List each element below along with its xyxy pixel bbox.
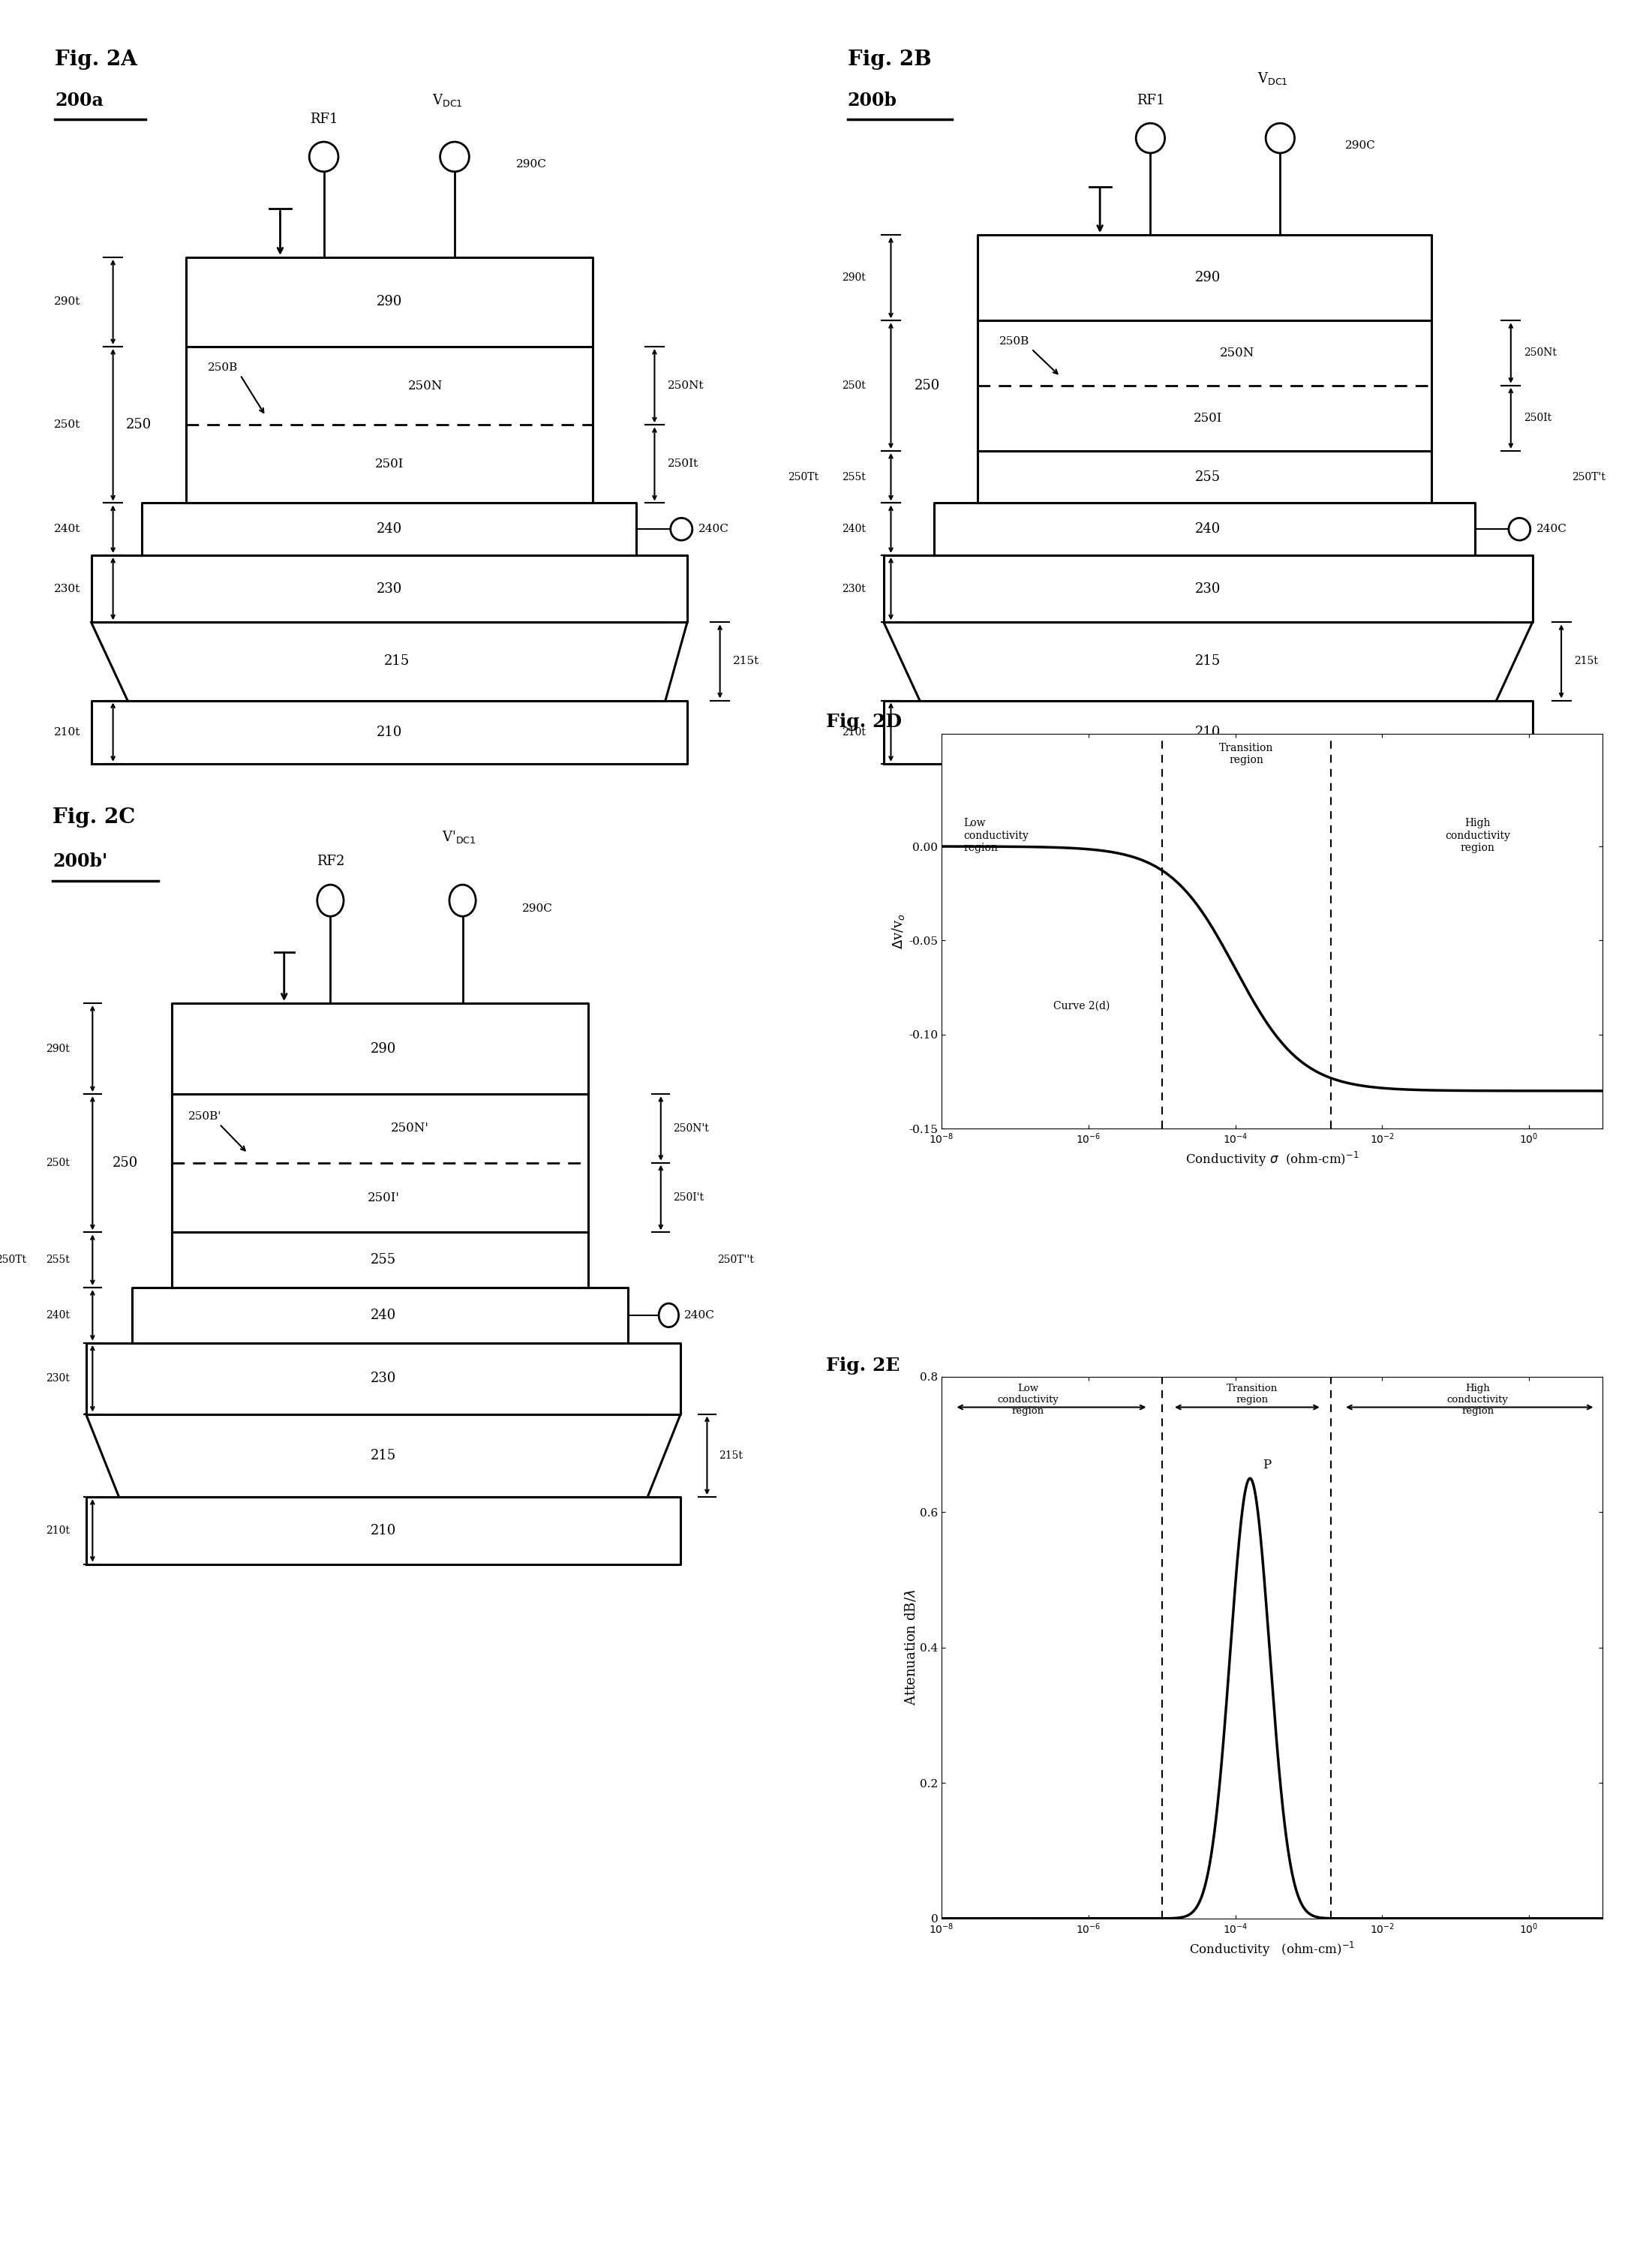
- Text: RF1: RF1: [1137, 95, 1165, 108]
- Text: 230t: 230t: [46, 1372, 69, 1384]
- Text: 240t: 240t: [46, 1309, 69, 1320]
- X-axis label: Conductivity $\sigma$  (ohm-cm)$^{-1}$: Conductivity $\sigma$ (ohm-cm)$^{-1}$: [1184, 1151, 1360, 1169]
- Text: Fig. 2D: Fig. 2D: [826, 713, 902, 731]
- Text: 230t: 230t: [843, 585, 866, 594]
- Text: 215: 215: [370, 1449, 396, 1463]
- Text: 255t: 255t: [843, 472, 866, 483]
- Text: 250It: 250It: [1523, 413, 1551, 424]
- Text: 290: 290: [377, 296, 401, 309]
- Text: Fig. 2B: Fig. 2B: [847, 50, 932, 70]
- Y-axis label: Attenuation dB/$\lambda$: Attenuation dB/$\lambda$: [904, 1589, 919, 1706]
- Text: 250t: 250t: [55, 420, 81, 431]
- Text: 210: 210: [1194, 724, 1221, 738]
- Text: 210: 210: [377, 724, 401, 738]
- Text: 250B: 250B: [208, 363, 238, 372]
- Text: 215t: 215t: [733, 657, 760, 666]
- Text: 250B: 250B: [999, 336, 1029, 348]
- Text: 215: 215: [383, 655, 410, 668]
- Text: 215: 215: [1194, 655, 1221, 668]
- Text: 250B': 250B': [188, 1110, 221, 1122]
- Text: 250T't: 250T't: [1573, 472, 1606, 483]
- Text: 250T''t: 250T''t: [717, 1255, 753, 1266]
- Text: Fig. 2E: Fig. 2E: [826, 1356, 900, 1375]
- Text: 250I: 250I: [375, 458, 403, 469]
- Text: Fig. 2C: Fig. 2C: [53, 808, 135, 828]
- Text: Transition
region: Transition region: [1227, 1384, 1279, 1404]
- Text: 250I't: 250I't: [672, 1192, 704, 1203]
- Text: 255: 255: [1196, 469, 1221, 483]
- Text: RF2: RF2: [317, 855, 344, 867]
- Text: 290: 290: [370, 1043, 396, 1056]
- Text: 250: 250: [112, 1156, 139, 1169]
- Text: 215t: 215t: [1574, 657, 1597, 666]
- Text: 250t: 250t: [843, 381, 866, 390]
- Text: 240: 240: [370, 1309, 396, 1323]
- X-axis label: Conductivity   (ohm-cm)$^{-1}$: Conductivity (ohm-cm)$^{-1}$: [1189, 1941, 1355, 1959]
- Text: 250Nt: 250Nt: [1523, 348, 1556, 359]
- Text: 290C: 290C: [1345, 140, 1376, 151]
- Text: 210t: 210t: [55, 727, 81, 738]
- Text: 200a: 200a: [55, 93, 104, 111]
- Text: 200b: 200b: [847, 93, 897, 111]
- Text: 210t: 210t: [46, 1526, 69, 1535]
- Text: Fig. 2A: Fig. 2A: [55, 50, 137, 70]
- Text: 250Tt: 250Tt: [0, 1255, 26, 1266]
- Text: 290C: 290C: [517, 158, 547, 169]
- Text: 290t: 290t: [46, 1043, 69, 1054]
- Text: 250N': 250N': [390, 1122, 430, 1135]
- Text: 240: 240: [1194, 521, 1221, 535]
- Text: 240C: 240C: [1536, 524, 1566, 535]
- Text: P: P: [1262, 1458, 1272, 1472]
- Text: 230t: 230t: [55, 585, 81, 594]
- Text: Low
conductivity
region: Low conductivity region: [963, 819, 1029, 853]
- Text: 255t: 255t: [46, 1255, 69, 1266]
- Text: 250It: 250It: [667, 458, 699, 469]
- Text: 250I: 250I: [1194, 411, 1222, 424]
- Text: Transition
region: Transition region: [1219, 743, 1274, 765]
- Y-axis label: $\Delta$v/v$_o$: $\Delta$v/v$_o$: [890, 914, 907, 948]
- Text: 230: 230: [370, 1372, 396, 1386]
- Text: 240t: 240t: [55, 524, 81, 535]
- Text: 240t: 240t: [843, 524, 866, 535]
- Text: 250N: 250N: [408, 379, 443, 393]
- Text: 250I': 250I': [367, 1192, 400, 1203]
- Text: 250Nt: 250Nt: [667, 381, 704, 390]
- Text: RF1: RF1: [309, 113, 339, 126]
- Text: 230: 230: [377, 582, 401, 596]
- Text: 290t: 290t: [843, 273, 866, 282]
- Text: 240C: 240C: [699, 524, 729, 535]
- Text: V$_{\rm DC1}$: V$_{\rm DC1}$: [433, 93, 463, 108]
- Text: 250: 250: [126, 418, 152, 431]
- Text: Curve 2(d): Curve 2(d): [1052, 1002, 1110, 1011]
- Text: V$_{\rm DC1}$: V$_{\rm DC1}$: [1257, 70, 1289, 86]
- Text: Low
conductivity
region: Low conductivity region: [998, 1384, 1059, 1415]
- Text: High
conductivity
region: High conductivity region: [1447, 1384, 1508, 1415]
- Text: V'$_{\rm DC1}$: V'$_{\rm DC1}$: [443, 831, 476, 846]
- Text: 215t: 215t: [719, 1451, 743, 1460]
- Text: 290: 290: [1194, 271, 1221, 284]
- Text: 250Tt: 250Tt: [788, 472, 819, 483]
- Text: 240C: 240C: [684, 1309, 715, 1320]
- Text: High
conductivity
region: High conductivity region: [1446, 819, 1510, 853]
- Text: 250t: 250t: [46, 1158, 69, 1169]
- Text: 210: 210: [370, 1523, 396, 1537]
- Text: 210t: 210t: [843, 727, 866, 738]
- Text: 250: 250: [914, 379, 940, 393]
- Text: 290C: 290C: [522, 903, 553, 914]
- Text: 250N: 250N: [1219, 348, 1254, 359]
- Text: 255: 255: [370, 1253, 396, 1266]
- Text: 250N't: 250N't: [672, 1124, 709, 1133]
- Text: 290t: 290t: [55, 296, 81, 307]
- Text: 240: 240: [377, 521, 401, 535]
- Text: 230: 230: [1194, 582, 1221, 596]
- Text: 200b': 200b': [53, 853, 107, 869]
